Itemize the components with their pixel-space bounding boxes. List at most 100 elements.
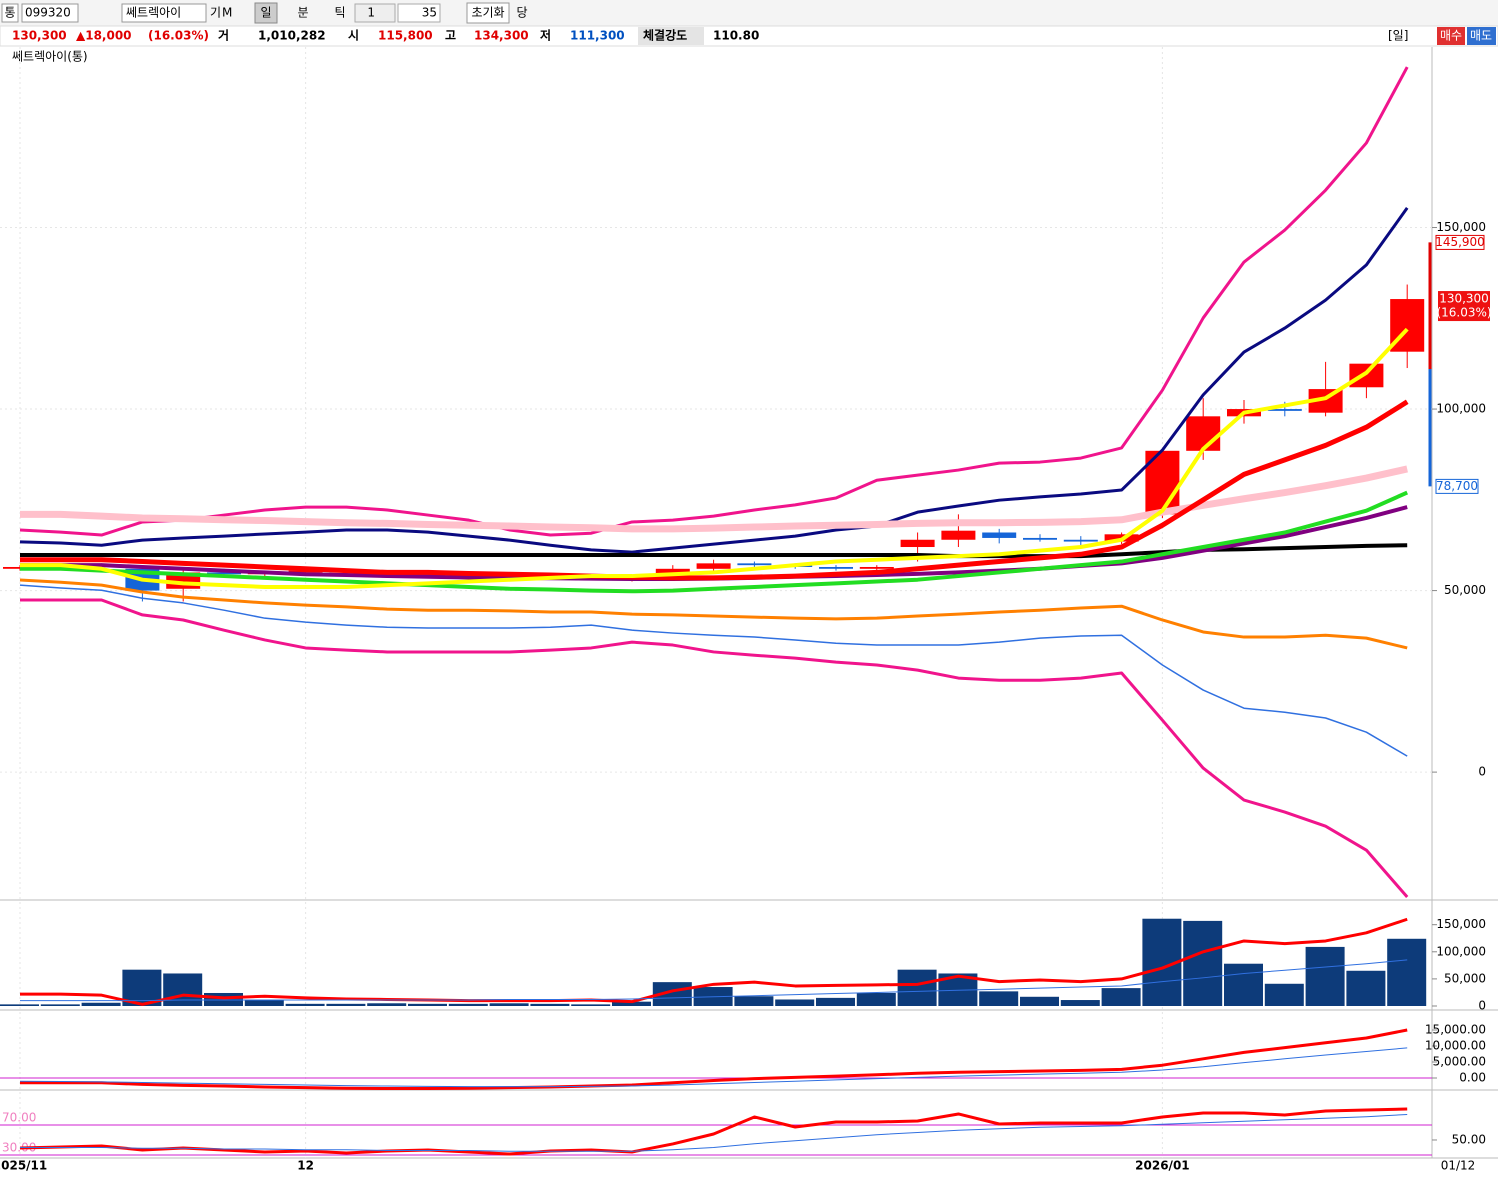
market-button[interactable]: [1, 3, 19, 23]
x-tick-label: 2026/01: [1135, 1159, 1189, 1173]
x-tick-label: 12: [297, 1159, 314, 1173]
volume-bar: [571, 1004, 611, 1006]
strength: 110.80: [713, 29, 759, 43]
candle-body: [982, 532, 1017, 538]
volume-bar: [40, 1004, 80, 1006]
candle-body: [737, 563, 772, 566]
candle-body: [819, 566, 853, 569]
y-tick-label: 0: [1478, 765, 1486, 779]
line: [19, 1047, 1408, 1088]
period-active[interactable]: [254, 2, 278, 24]
low: 111,300: [570, 29, 625, 43]
period[interactable]: 틱: [334, 6, 345, 20]
candle-body: [941, 530, 976, 540]
market[interactable]: 통: [4, 6, 15, 20]
period[interactable]: [일]: [1388, 29, 1408, 43]
code: 099320: [25, 6, 71, 20]
volume-bar: [530, 1003, 570, 1006]
volume-bar: [448, 1003, 488, 1006]
volume-bar: [816, 997, 855, 1006]
line: [20, 399, 1409, 581]
period[interactable]: 분: [297, 6, 308, 20]
y-tick-label: 50.00: [1452, 1132, 1486, 1146]
current-box: [1438, 291, 1490, 322]
quote-bar: [0, 25, 1498, 47]
y-tick-label: 10,000.00: [1425, 1039, 1486, 1053]
line: [20, 959, 1408, 1002]
label-box: [1435, 478, 1479, 494]
line: [20, 465, 1408, 533]
line: [20, 1028, 1408, 1091]
rate: (16.03%): [148, 29, 209, 43]
volume-bar: [1305, 946, 1345, 1006]
button[interactable]: M: [222, 6, 232, 20]
volume-bar: [1183, 920, 1223, 1006]
line: [20, 1113, 1408, 1152]
volume-bar: [734, 996, 774, 1006]
candle-body: [900, 539, 935, 548]
volume-bar: [1101, 988, 1141, 1006]
reset[interactable]: 초기화: [471, 6, 504, 20]
y-tick-label: 5,000.00: [1433, 1055, 1486, 1069]
x-tick-label: 2025/11: [0, 1159, 47, 1173]
high: 134,300: [474, 29, 529, 43]
line: [19, 584, 1408, 757]
volume-bar: [897, 969, 937, 1006]
y-tick-label: 15,000.00: [1425, 1023, 1486, 1037]
candle-body: [696, 563, 731, 569]
volume-bar: [81, 1002, 121, 1006]
volume-bar: [1060, 1000, 1100, 1006]
volume-bar: [367, 1003, 407, 1006]
volume-bar: [612, 1001, 651, 1006]
change: ▲18,000: [76, 29, 132, 43]
period[interactable]: 일: [260, 6, 271, 20]
volume-bar: [1346, 970, 1386, 1006]
label-bg: [638, 27, 704, 45]
level-label: 30.00: [2, 1140, 36, 1154]
code-input[interactable]: [21, 3, 79, 23]
candle-body: [288, 570, 323, 573]
volume-bar: [1020, 996, 1059, 1006]
volume-bar: [775, 999, 815, 1006]
label: 시: [348, 29, 359, 43]
chart-title: 쎄트렉아이(통): [12, 50, 88, 64]
button[interactable]: 기: [210, 6, 221, 20]
reset-button[interactable]: [466, 2, 510, 24]
limit-up-label: 145,900: [1435, 235, 1485, 249]
y-tick-label: 150,000: [1436, 220, 1486, 234]
buy[interactable]: 매수: [1440, 29, 1462, 43]
toolbar: [0, 0, 1498, 26]
line: [19, 66, 1409, 537]
unit-input[interactable]: [354, 3, 396, 23]
line: [19, 1107, 1408, 1156]
sell[interactable]: 매도: [1470, 29, 1492, 43]
extra[interactable]: 당: [516, 6, 527, 20]
sell-button[interactable]: [1467, 27, 1496, 45]
unit: 1: [367, 6, 375, 20]
line: [19, 207, 1409, 554]
volume-bar: [408, 1003, 447, 1006]
volume-bar: [285, 1003, 325, 1006]
candle-body: [207, 572, 241, 575]
y-tick-label: 0.00: [1459, 1071, 1486, 1085]
volume-bar: [1264, 983, 1304, 1006]
candle-body: [1023, 537, 1057, 540]
volume-bar: [856, 992, 896, 1006]
y-tick-label: 150,000: [1436, 917, 1486, 931]
label: 저: [540, 28, 551, 43]
line: [20, 327, 1409, 589]
count-input[interactable]: [397, 3, 441, 23]
buy-button[interactable]: [1437, 27, 1465, 45]
label: 체결강도: [643, 28, 687, 43]
y-tick-label: 100,000: [1436, 944, 1486, 958]
line: [19, 578, 1408, 650]
limit-down-label: 78,700: [1436, 479, 1478, 493]
volume-bar: [1224, 963, 1263, 1006]
name-input[interactable]: [121, 3, 207, 23]
label: 고: [445, 29, 456, 43]
volume-bar: [489, 1003, 529, 1006]
current-rate: (16.03%): [1436, 306, 1491, 320]
volume-bar: [979, 991, 1019, 1006]
candle-body: [859, 566, 894, 569]
